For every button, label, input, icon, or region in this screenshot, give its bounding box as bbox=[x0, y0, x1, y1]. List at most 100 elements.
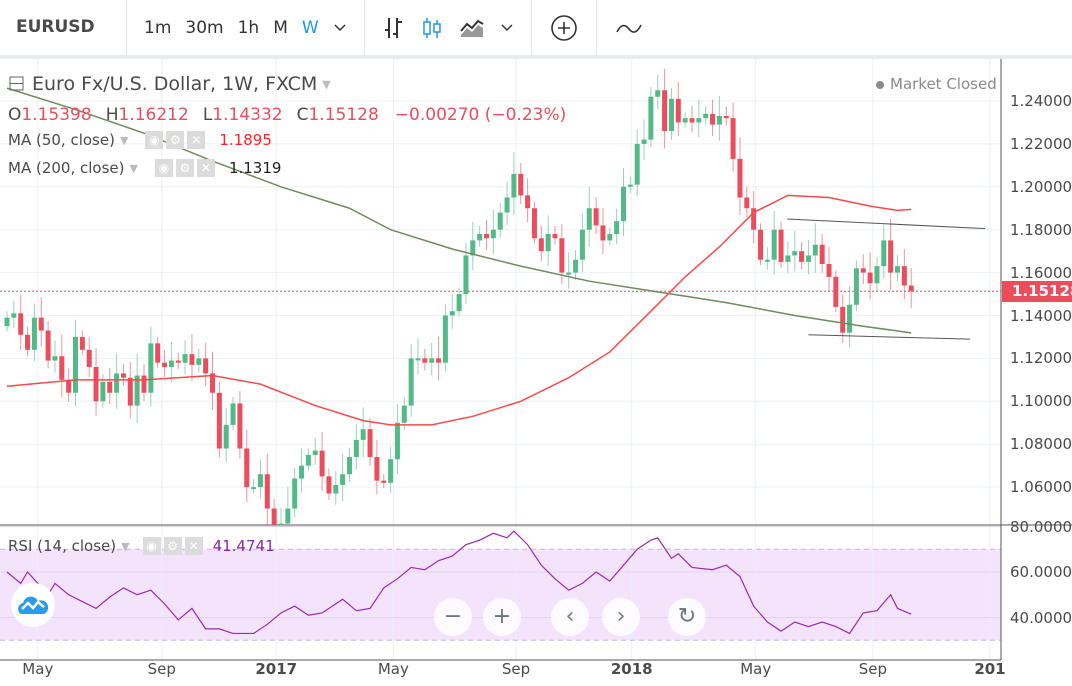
time-tick-label: Sep bbox=[858, 660, 887, 678]
high-label: H bbox=[105, 105, 119, 125]
candle-down bbox=[79, 336, 85, 350]
candle-up bbox=[874, 266, 880, 284]
bar-chart-icon[interactable] bbox=[383, 16, 405, 40]
indicator-wave-icon[interactable] bbox=[615, 21, 643, 35]
caret-down-icon[interactable]: ▼ bbox=[121, 539, 130, 553]
candle-down bbox=[531, 208, 537, 239]
eye-icon[interactable]: ◉ bbox=[145, 131, 164, 149]
eye-icon[interactable]: ◉ bbox=[154, 159, 173, 177]
price-tick-label: 1.20000 bbox=[1010, 177, 1072, 196]
candle-down bbox=[538, 238, 544, 252]
candle-down bbox=[559, 238, 565, 273]
candle-up bbox=[360, 429, 366, 440]
low-value: 1.14332 bbox=[212, 105, 283, 125]
price-tick-label: 1.18000 bbox=[1010, 220, 1072, 239]
candle-down bbox=[525, 195, 531, 209]
candle-up bbox=[470, 240, 476, 256]
candle-down bbox=[237, 403, 243, 449]
candle-down bbox=[737, 158, 743, 198]
time-tick-label: 201 bbox=[974, 660, 1006, 678]
candle-down bbox=[675, 98, 681, 123]
candle-up bbox=[442, 315, 448, 363]
candle-up bbox=[223, 424, 229, 449]
chart-type-group bbox=[365, 0, 532, 55]
gear-icon[interactable]: ⚙ bbox=[163, 537, 182, 555]
candle-up bbox=[511, 173, 517, 198]
candle-down bbox=[662, 90, 668, 132]
candle-up bbox=[353, 439, 359, 458]
candle-up bbox=[716, 116, 722, 125]
area-chart-icon[interactable] bbox=[459, 17, 485, 39]
close-icon[interactable]: ✕ bbox=[184, 537, 203, 555]
symbol-search[interactable]: EURUSD bbox=[0, 0, 127, 55]
zoom-in-button[interactable]: + bbox=[483, 598, 521, 636]
candle-up bbox=[504, 197, 510, 213]
candle-up bbox=[73, 336, 78, 393]
candle-up bbox=[333, 484, 339, 494]
candle-down bbox=[751, 208, 757, 230]
reset-chart-button[interactable]: ↻ bbox=[668, 598, 706, 636]
candle-up bbox=[134, 375, 140, 406]
candle-down bbox=[18, 313, 24, 335]
zoom-out-button[interactable]: − bbox=[434, 598, 472, 636]
rsi-legend[interactable]: RSI (14, close) ▼ ◉ ⚙ ✕ 41.4741 bbox=[8, 537, 275, 555]
market-status: Market Closed bbox=[876, 75, 997, 93]
open-value: 1.15398 bbox=[21, 105, 92, 125]
interval-week[interactable]: W bbox=[301, 17, 319, 38]
candle-up bbox=[792, 251, 798, 256]
candlestick-icon[interactable] bbox=[421, 16, 443, 40]
close-icon[interactable]: ✕ bbox=[196, 159, 215, 177]
candle-up bbox=[4, 317, 10, 327]
add-circle-icon[interactable] bbox=[550, 14, 578, 42]
time-tick-label: May bbox=[22, 660, 54, 678]
rsi-value: 41.4741 bbox=[212, 537, 275, 555]
candle-up bbox=[703, 113, 709, 119]
ma200-legend[interactable]: MA (200, close) ▼ ◉ ⚙ ✕ 1.1319 bbox=[8, 159, 281, 177]
interval-1h[interactable]: 1h bbox=[237, 17, 260, 38]
chevron-down-icon[interactable] bbox=[334, 23, 346, 32]
candle-down bbox=[689, 118, 695, 123]
chevron-down-icon[interactable] bbox=[501, 23, 513, 32]
candle-up bbox=[579, 229, 585, 260]
gear-icon[interactable]: ⚙ bbox=[166, 131, 185, 149]
candle-up bbox=[566, 272, 572, 275]
candle-up bbox=[895, 266, 900, 273]
caret-down-icon[interactable]: ▼ bbox=[119, 133, 129, 147]
tradingview-logo-button[interactable] bbox=[11, 583, 55, 627]
candle-down bbox=[819, 244, 825, 265]
candle-up bbox=[586, 208, 592, 230]
candle-up bbox=[394, 422, 400, 460]
ma50-legend[interactable]: MA (50, close) ▼ ◉ ⚙ ✕ 1.1895 bbox=[8, 131, 272, 149]
candle-down bbox=[422, 358, 428, 363]
series-title[interactable]: Euro Fx/U.S. Dollar, 1W, FXCM ▼ bbox=[8, 73, 331, 95]
candle-up bbox=[607, 233, 613, 241]
candle-down bbox=[600, 225, 606, 241]
candle-up bbox=[627, 184, 633, 187]
collapse-icon[interactable] bbox=[8, 75, 26, 93]
candle-up bbox=[655, 90, 661, 97]
interval-1m[interactable]: 1m bbox=[144, 17, 172, 38]
low-label: L bbox=[202, 105, 213, 125]
candle-down bbox=[162, 362, 168, 367]
price-chart[interactable] bbox=[0, 59, 1072, 686]
scroll-right-button[interactable]: › bbox=[602, 598, 640, 636]
interval-month[interactable]: M bbox=[273, 17, 288, 38]
series-title-text: Euro Fx/U.S. Dollar, 1W, FXCM bbox=[32, 73, 318, 95]
candle-down bbox=[552, 233, 558, 239]
candle-down bbox=[374, 457, 380, 481]
status-dot-icon bbox=[876, 80, 884, 89]
candle-up bbox=[805, 255, 811, 262]
candle-up bbox=[401, 405, 407, 423]
candle-up bbox=[251, 487, 257, 490]
close-value: 1.15128 bbox=[308, 105, 379, 125]
eye-icon[interactable]: ◉ bbox=[142, 537, 161, 555]
candle-up bbox=[881, 240, 887, 267]
caret-down-icon[interactable]: ▼ bbox=[322, 77, 331, 91]
scroll-left-button[interactable]: ‹ bbox=[551, 598, 589, 636]
caret-down-icon[interactable]: ▼ bbox=[129, 161, 138, 175]
interval-30m[interactable]: 30m bbox=[185, 17, 224, 38]
gear-icon[interactable]: ⚙ bbox=[175, 159, 194, 177]
candle-down bbox=[203, 358, 209, 374]
candle-up bbox=[408, 358, 414, 406]
close-icon[interactable]: ✕ bbox=[187, 131, 206, 149]
